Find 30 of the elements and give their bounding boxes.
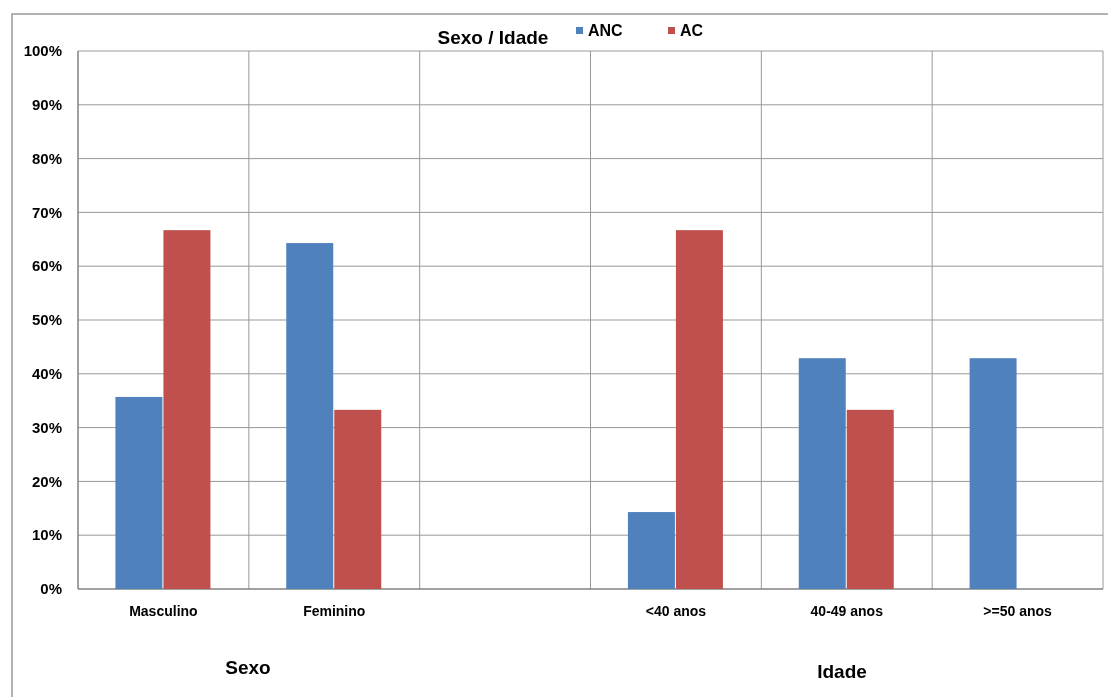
x-tick-label: <40 anos xyxy=(645,603,707,619)
bar xyxy=(286,243,334,589)
y-tick-label: 80% xyxy=(31,149,62,167)
x-tick-label: Feminino xyxy=(303,603,366,619)
y-tick-label: 0% xyxy=(40,580,62,598)
x-tick-label: Masculino xyxy=(129,603,198,619)
bar xyxy=(675,230,723,589)
y-tick-label: 20% xyxy=(31,472,62,490)
legend-label: AC xyxy=(680,22,704,39)
y-tick-label: 40% xyxy=(31,365,62,383)
bar xyxy=(969,358,1017,589)
text: Sexo xyxy=(225,657,271,678)
y-tick-label: 100% xyxy=(23,42,62,60)
y-tick-label: 50% xyxy=(31,311,62,329)
chart-title: Sexo / Idade xyxy=(437,27,549,48)
y-tick-label: 60% xyxy=(31,257,62,275)
bar xyxy=(334,409,382,589)
y-tick-label: 70% xyxy=(31,203,62,221)
bar xyxy=(115,396,163,589)
y-tick-label: 90% xyxy=(31,96,62,114)
x-tick-label: >=50 anos xyxy=(983,603,1053,619)
bar xyxy=(627,512,675,589)
text: Idade xyxy=(817,661,867,682)
bar xyxy=(163,230,211,589)
bar xyxy=(846,409,894,589)
bar xyxy=(798,358,846,589)
legend-label: ANC xyxy=(588,22,624,39)
y-tick-label: 30% xyxy=(31,418,62,436)
x-tick-label: 40-49 anos xyxy=(810,603,884,619)
y-tick-label: 10% xyxy=(31,526,62,544)
